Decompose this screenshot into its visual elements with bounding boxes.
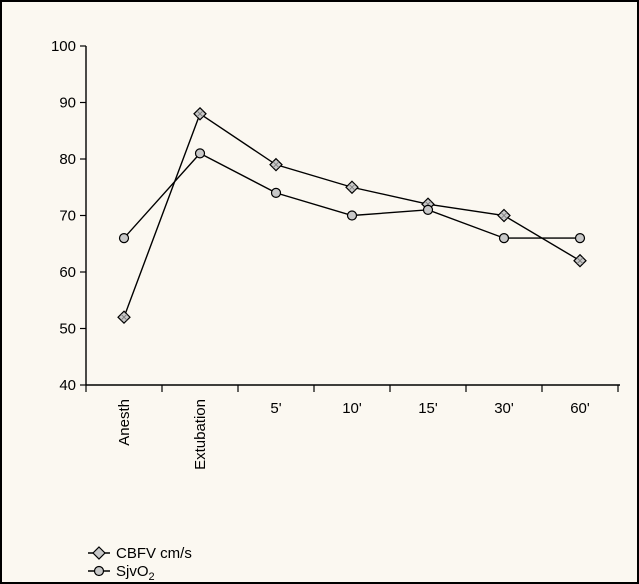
data-point-circle: [194, 148, 206, 159]
data-point-hatch: [348, 183, 356, 191]
data-point-circle: [574, 233, 586, 244]
data-point-circle: [498, 233, 510, 244]
x-axis-ticks: Anesth Extubation 5' 10' 15' 30' 60': [85, 385, 619, 470]
series-points: [117, 106, 587, 325]
x-tick-label: 10': [342, 400, 362, 417]
data-point-circle: [346, 210, 358, 221]
y-tick-label: 80: [59, 151, 76, 168]
x-tick-label: 30': [494, 400, 514, 417]
y-axis-ticks: 40 50 60 70 80 90 100: [51, 38, 86, 394]
y-tick-label: 40: [59, 377, 76, 394]
x-tick-label: 60': [570, 400, 590, 417]
y-tick-label: 60: [59, 264, 76, 281]
legend-item-cbfv: CBFV cm/s: [88, 545, 192, 562]
legend-item-sjvo2: SjvO2: [88, 563, 155, 583]
y-tick-label: 70: [59, 208, 76, 225]
y-tick-label: 100: [51, 38, 76, 55]
legend: CBFV cm/s SjvO2: [88, 545, 192, 583]
x-tick-label: Anesth: [116, 399, 133, 446]
legend-marker-diamond-icon: [92, 546, 106, 560]
data-point-hatch: [272, 161, 280, 168]
data-point-circle: [270, 187, 282, 198]
x-tick-label: 15': [418, 400, 438, 417]
x-tick-label: Extubation: [192, 399, 209, 470]
data-point-hatch: [500, 212, 508, 219]
legend-label-sjvo2-subscript: 2: [149, 571, 155, 583]
data-point-hatch: [576, 257, 584, 264]
legend-label-cbfv: CBFV cm/s: [116, 545, 192, 562]
data-point-circle: [422, 204, 434, 215]
y-tick-label: 50: [59, 321, 76, 338]
legend-label-sjvo2-text: SjvO: [116, 563, 149, 580]
legend-label-sjvo2: SjvO2: [116, 563, 155, 583]
y-tick-label: 90: [59, 95, 76, 112]
legend-marker-circle-icon: [93, 565, 105, 577]
data-point-circle: [118, 233, 130, 244]
data-point-hatch: [196, 110, 204, 118]
data-point-hatch: [120, 313, 128, 321]
series-line-1: [123, 152, 580, 239]
x-tick-label: 5': [270, 400, 281, 417]
